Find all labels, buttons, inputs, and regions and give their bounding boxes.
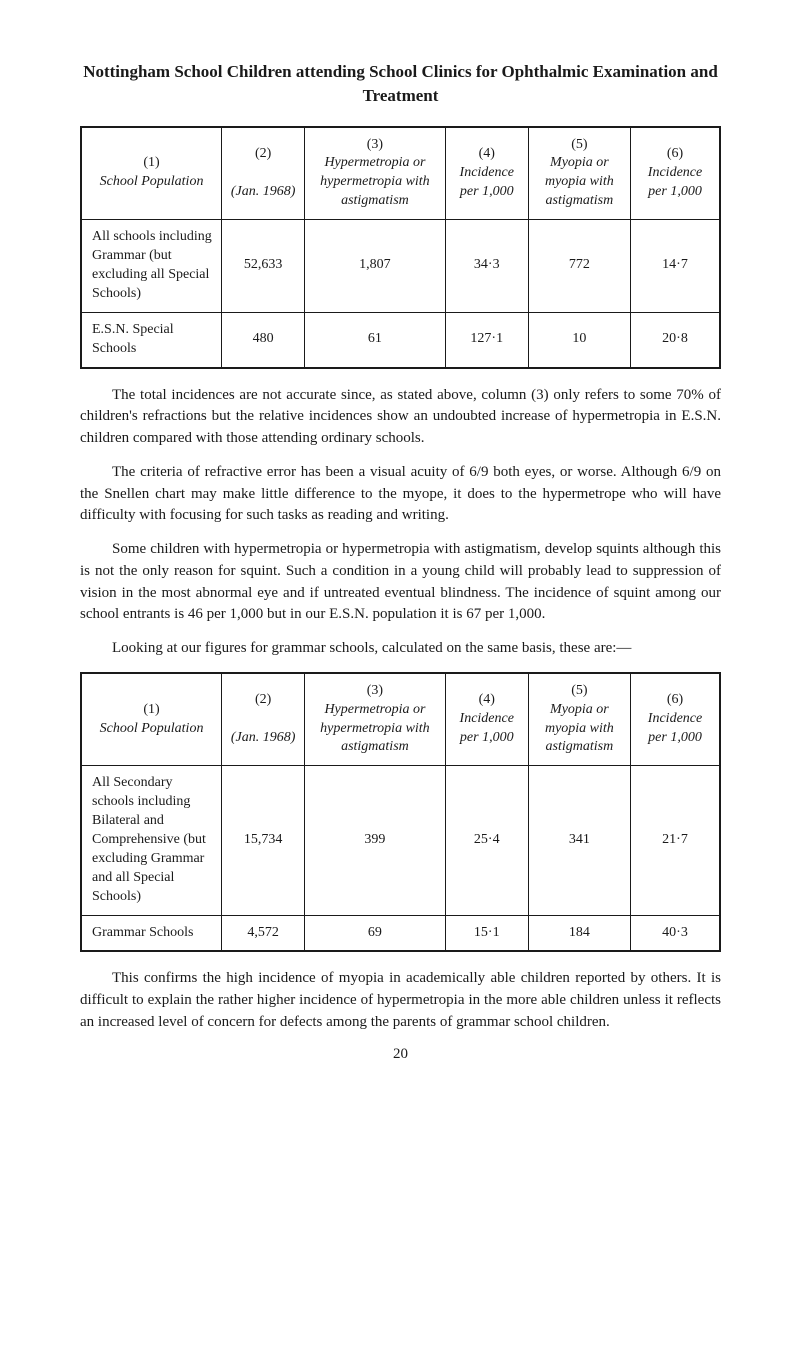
cell: 20·8 (631, 312, 720, 367)
col2-num: (2) (255, 146, 271, 161)
col4-label: Incidence per 1,000 (460, 165, 514, 199)
col2-num: (2) (255, 692, 271, 707)
table-2: (1) School Population (2) (Jan. 1968) (3… (80, 672, 721, 953)
row-label: E.S.N. Special Schools (81, 312, 222, 367)
cell: 772 (528, 220, 630, 313)
col6-num: (6) (667, 692, 683, 707)
cell: 1,807 (305, 220, 446, 313)
col5-label: Myopia or myopia with astigmatism (545, 702, 614, 755)
cell: 341 (528, 766, 630, 915)
table-row: All schools including Grammar (but exclu… (81, 220, 720, 313)
row-label: All Secondary schools including Bilatera… (81, 766, 222, 915)
row-label: Grammar Schools (81, 915, 222, 951)
table-header-row: (1) School Population (2) (Jan. 1968) (3… (81, 673, 720, 766)
row-label: All schools including Grammar (but exclu… (81, 220, 222, 313)
cell: 40·3 (631, 915, 720, 951)
col5-label: Myopia or myopia with astigmatism (545, 155, 614, 208)
col3-label: Hypermetropia or hypermetropia with asti… (320, 702, 430, 755)
cell: 399 (305, 766, 446, 915)
col6-label: Incidence per 1,000 (648, 165, 702, 199)
cell: 15·1 (445, 915, 528, 951)
table-1: (1) School Population (2) (Jan. 1968) (3… (80, 126, 721, 369)
col3-label: Hypermetropia or hypermetropia with asti… (320, 155, 430, 208)
cell: 25·4 (445, 766, 528, 915)
paragraph-1: The total incidences are not accurate si… (80, 385, 721, 450)
col4-num: (4) (479, 146, 495, 161)
col4-label: Incidence per 1,000 (460, 711, 514, 745)
cell: 34·3 (445, 220, 528, 313)
page-number: 20 (80, 1046, 721, 1063)
col3-num: (3) (367, 683, 383, 698)
paragraph-3: Some children with hypermetropia or hype… (80, 539, 721, 626)
col5-num: (5) (571, 683, 587, 698)
cell: 10 (528, 312, 630, 367)
cell: 14·7 (631, 220, 720, 313)
page-title: Nottingham School Children attending Sch… (80, 60, 721, 108)
paragraph-2: The criteria of refractive error has bee… (80, 462, 721, 527)
paragraph-5: This confirms the high incidence of myop… (80, 968, 721, 1033)
cell: 69 (305, 915, 446, 951)
col5-num: (5) (571, 137, 587, 152)
col1-label: School Population (100, 721, 204, 736)
col6-num: (6) (667, 146, 683, 161)
col2-label: (Jan. 1968) (231, 184, 296, 199)
col2-label: (Jan. 1968) (231, 730, 296, 745)
col1-label: School Population (100, 174, 204, 189)
cell: 480 (222, 312, 305, 367)
cell: 127·1 (445, 312, 528, 367)
col6-label: Incidence per 1,000 (648, 711, 702, 745)
col1-num: (1) (143, 155, 159, 170)
table-row: Grammar Schools 4,572 69 15·1 184 40·3 (81, 915, 720, 951)
col1-num: (1) (143, 702, 159, 717)
col3-num: (3) (367, 137, 383, 152)
cell: 21·7 (631, 766, 720, 915)
table-row: All Secondary schools including Bilatera… (81, 766, 720, 915)
cell: 15,734 (222, 766, 305, 915)
cell: 4,572 (222, 915, 305, 951)
table-row: E.S.N. Special Schools 480 61 127·1 10 2… (81, 312, 720, 367)
cell: 52,633 (222, 220, 305, 313)
cell: 61 (305, 312, 446, 367)
table-header-row: (1) School Population (2) (Jan. 1968) (3… (81, 127, 720, 220)
paragraph-4: Looking at our figures for grammar schoo… (80, 638, 721, 660)
cell: 184 (528, 915, 630, 951)
col4-num: (4) (479, 692, 495, 707)
